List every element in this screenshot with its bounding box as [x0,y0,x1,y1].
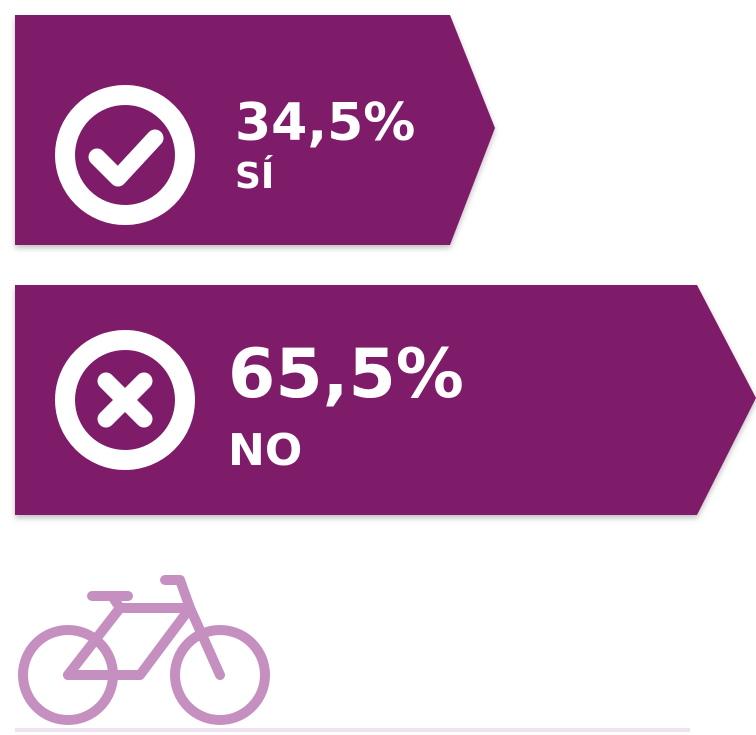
bicycle-icon [18,575,270,725]
value-label: 34,5% [235,93,415,153]
labels: 34,5%SÍ 65,5% NO [228,93,464,476]
value-label: 65,5% [228,335,464,414]
category-label: NO [228,425,302,476]
cross-icon [55,330,195,470]
bar [15,15,495,245]
baseline [15,728,690,732]
category-label: SÍ [235,155,274,197]
bar [15,285,756,515]
bars [15,15,756,515]
check-icon [55,85,195,225]
